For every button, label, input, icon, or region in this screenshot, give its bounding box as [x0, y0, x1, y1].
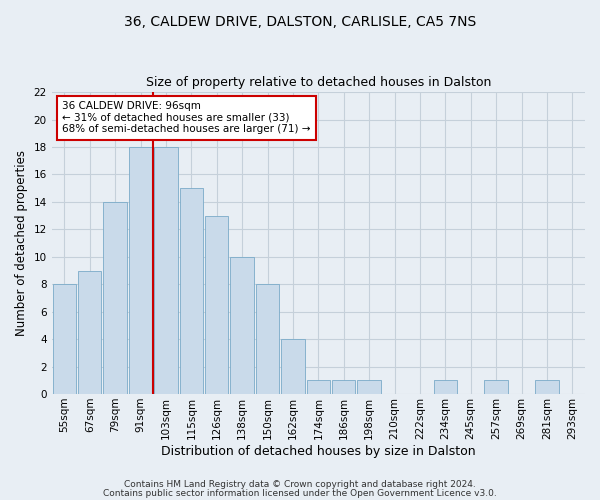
Title: Size of property relative to detached houses in Dalston: Size of property relative to detached ho… [146, 76, 491, 90]
Text: Contains public sector information licensed under the Open Government Licence v3: Contains public sector information licen… [103, 488, 497, 498]
Bar [434, 380, 457, 394]
Bar [78, 270, 101, 394]
Bar [179, 188, 203, 394]
Bar [53, 284, 76, 394]
Bar [535, 380, 559, 394]
Bar [358, 380, 381, 394]
Text: 36, CALDEW DRIVE, DALSTON, CARLISLE, CA5 7NS: 36, CALDEW DRIVE, DALSTON, CARLISLE, CA5… [124, 15, 476, 29]
Bar [256, 284, 279, 394]
Bar [332, 380, 355, 394]
Text: 36 CALDEW DRIVE: 96sqm
← 31% of detached houses are smaller (33)
68% of semi-det: 36 CALDEW DRIVE: 96sqm ← 31% of detached… [62, 101, 311, 134]
Bar [307, 380, 330, 394]
Y-axis label: Number of detached properties: Number of detached properties [15, 150, 28, 336]
Text: Contains HM Land Registry data © Crown copyright and database right 2024.: Contains HM Land Registry data © Crown c… [124, 480, 476, 489]
Bar [281, 339, 305, 394]
Bar [205, 216, 229, 394]
Bar [129, 147, 152, 394]
Bar [230, 257, 254, 394]
X-axis label: Distribution of detached houses by size in Dalston: Distribution of detached houses by size … [161, 444, 476, 458]
Bar [484, 380, 508, 394]
Bar [154, 147, 178, 394]
Bar [103, 202, 127, 394]
